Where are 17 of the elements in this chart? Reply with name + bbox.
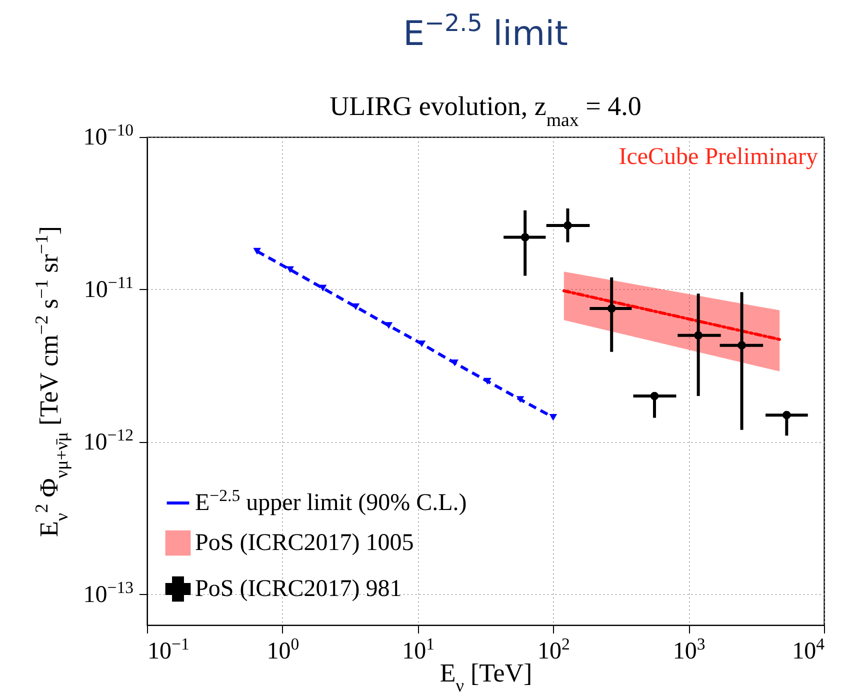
y-tick-label: 10$^{−10}$	[83, 120, 134, 150]
x-tick-label: 10$^{4}$	[792, 634, 826, 664]
legend-label: PoS (ICRC2017) 1005	[195, 530, 414, 556]
y-tick-label: 10$^{−12}$	[83, 424, 134, 456]
y-tick-label: 10$^{−11}$	[84, 272, 134, 303]
chart-title: E$^{−2.5}$ limit	[403, 9, 568, 54]
legend-label: E$^{−2.5}$ upper limit (90% C.L.)	[195, 486, 467, 516]
x-axis-title: E$_{ν}$ [TeV]	[440, 658, 532, 696]
x-tick-label: 10$^{−1}$	[148, 634, 190, 664]
legend-label: PoS (ICRC2017) 981	[195, 576, 402, 602]
annotation: IceCube Preliminary	[618, 144, 818, 170]
x-tick-label: 10$^{0}$	[266, 634, 300, 664]
chart-subtitle: ULIRG evolution, z$_{max}$ = 4.0	[330, 91, 642, 130]
x-tick-label: 10$^{3}$	[672, 634, 706, 664]
y-tick-label: 10$^{−13}$	[83, 577, 134, 608]
x-tick-label: 10$^{1}$	[402, 634, 434, 664]
x-tick-label: 10$^{2}$	[538, 634, 570, 664]
